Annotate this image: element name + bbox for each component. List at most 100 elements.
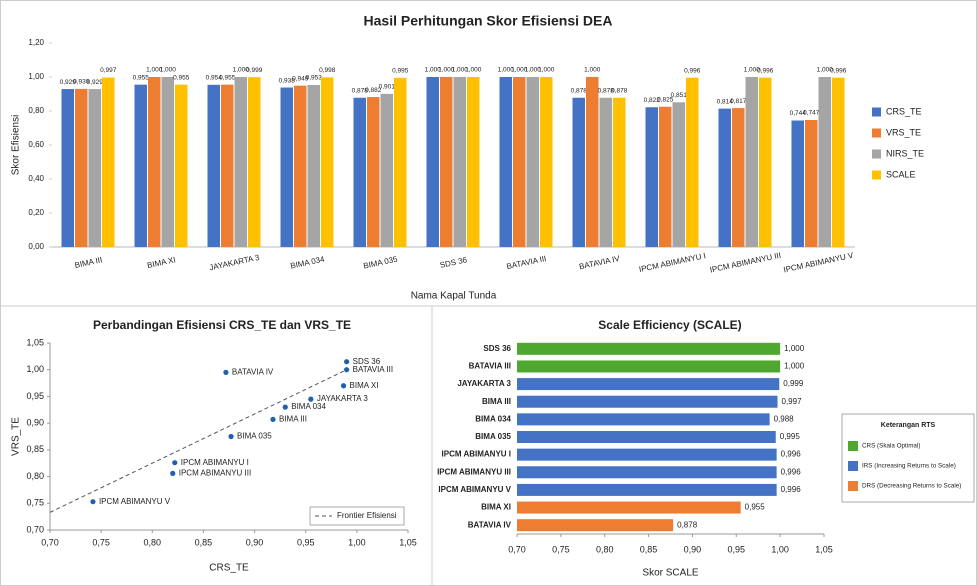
- bar: [517, 501, 741, 514]
- value-label: 0,817: [730, 98, 747, 105]
- x-tick-label: 1,00: [771, 544, 789, 554]
- value-label: 0,996: [781, 450, 802, 459]
- bar: [367, 97, 380, 247]
- point-label: BATAVIA IV: [232, 367, 274, 376]
- y-tick-label: 0,40: [28, 174, 44, 183]
- x-tick-label: 0,75: [552, 544, 570, 554]
- value-label: 0,955: [219, 74, 236, 81]
- bar: [805, 120, 818, 247]
- point: [228, 433, 234, 440]
- bar: [686, 77, 699, 248]
- value-label: 0,999: [246, 67, 263, 74]
- legend-box: [841, 413, 975, 503]
- value-label: 0,999: [783, 379, 804, 388]
- y-tick-label: 0,90: [26, 418, 44, 428]
- value-label: 0,997: [782, 397, 803, 406]
- y-tick-label: IPCM ABIMANYU I: [442, 450, 511, 459]
- value-label: 0,954: [206, 75, 223, 82]
- bar: [102, 77, 115, 247]
- y-tick-label: 0,60: [28, 140, 44, 149]
- point-label: IPCM ABIMANYU I: [181, 458, 249, 467]
- value-label: 0,996: [830, 67, 847, 74]
- x-tick-label: 0,75: [92, 537, 110, 547]
- legend-swatch: [872, 107, 881, 117]
- y-tick-label: 0,75: [26, 498, 44, 508]
- value-label: 1,000: [784, 362, 805, 371]
- value-label: 0,955: [173, 74, 190, 81]
- point-label: BIMA XI: [350, 381, 379, 390]
- value-label: 0,878: [677, 520, 698, 529]
- value-label: 0,953: [306, 75, 323, 82]
- value-label: 0,955: [745, 503, 766, 512]
- bar: [517, 431, 776, 443]
- value-label: 0,878: [352, 87, 369, 94]
- y-tick-label: IPCM ABIMANYU V: [438, 485, 511, 494]
- point-label: IPCM ABIMANYU III: [179, 468, 251, 477]
- bar: [248, 77, 261, 247]
- bar: [659, 106, 672, 247]
- bar: [517, 378, 780, 391]
- x-tick-label: 0,80: [144, 537, 162, 547]
- value-label: 0,988: [774, 414, 795, 423]
- x-axis-title: Nama Kapal Tunda: [411, 291, 497, 302]
- value-label: 0,995: [780, 432, 801, 441]
- legend-swatch: [848, 481, 858, 491]
- point: [340, 383, 347, 389]
- x-tick-label: 0,80: [596, 544, 614, 554]
- bar: [540, 77, 553, 247]
- value-label: 1,000: [465, 67, 482, 74]
- bar: [75, 88, 88, 248]
- value-label: 1,000: [817, 67, 834, 74]
- legend-label: CRS (Skala Optimal): [862, 443, 920, 450]
- value-label: 0,851: [671, 92, 688, 99]
- bar: [517, 519, 674, 532]
- y-tick-label: BIMA XI: [481, 503, 511, 512]
- value-label: 0,996: [757, 67, 774, 74]
- bar: [791, 120, 804, 247]
- bar: [207, 84, 220, 247]
- bar: [175, 84, 188, 248]
- point-label: JAYAKARTA 3: [317, 394, 369, 403]
- point: [282, 404, 288, 410]
- legend-label: Frontier Efisiensi: [337, 511, 397, 520]
- x-tick-label: 0,85: [640, 544, 658, 554]
- legend-label: DRS (Decreasing Returns to Scale): [862, 483, 961, 490]
- x-tick-label: 1,05: [399, 537, 417, 547]
- point-label: BATAVIA III: [353, 365, 393, 374]
- y-tick-label: BIMA 035: [475, 432, 511, 441]
- legend-swatch: [872, 128, 881, 138]
- value-label: 1,000: [584, 67, 601, 74]
- legend-swatch: [848, 441, 858, 451]
- point-label: BIMA 034: [291, 402, 326, 411]
- value-label: 0,929: [87, 79, 104, 86]
- bar: [718, 108, 731, 248]
- value-label: 1,000: [160, 67, 177, 74]
- bar: [672, 102, 685, 247]
- bar: [517, 413, 770, 426]
- value-label: 0,997: [100, 67, 117, 74]
- value-label: 1,000: [233, 67, 250, 74]
- bar: [732, 108, 745, 247]
- point-label: BIMA III: [279, 415, 307, 424]
- bar: [380, 93, 393, 247]
- bar: [572, 97, 585, 248]
- y-tick-label: JAYAKARTA 3: [457, 379, 511, 388]
- bar: [221, 84, 234, 248]
- legend-label: IRS (Increasing Returns to Scale): [862, 463, 956, 470]
- bar: [280, 87, 293, 247]
- value-label: 1,000: [425, 67, 442, 74]
- legend-label: CRS_TE: [886, 106, 922, 116]
- legend-label: SCALE: [886, 169, 916, 179]
- bar: [517, 448, 777, 461]
- y-axis-title: Skor Efisiensi: [11, 115, 22, 176]
- bar: [88, 89, 101, 247]
- bar: [517, 466, 777, 479]
- y-tick-label: 0,85: [26, 444, 44, 454]
- y-tick-label: BATAVIA III: [469, 362, 511, 371]
- bar: [513, 77, 526, 247]
- x-tick-label: 0,95: [728, 544, 746, 554]
- legend-label: NIRS_TE: [886, 148, 924, 158]
- y-tick-label: 1,20: [28, 38, 44, 47]
- bar: [818, 77, 831, 247]
